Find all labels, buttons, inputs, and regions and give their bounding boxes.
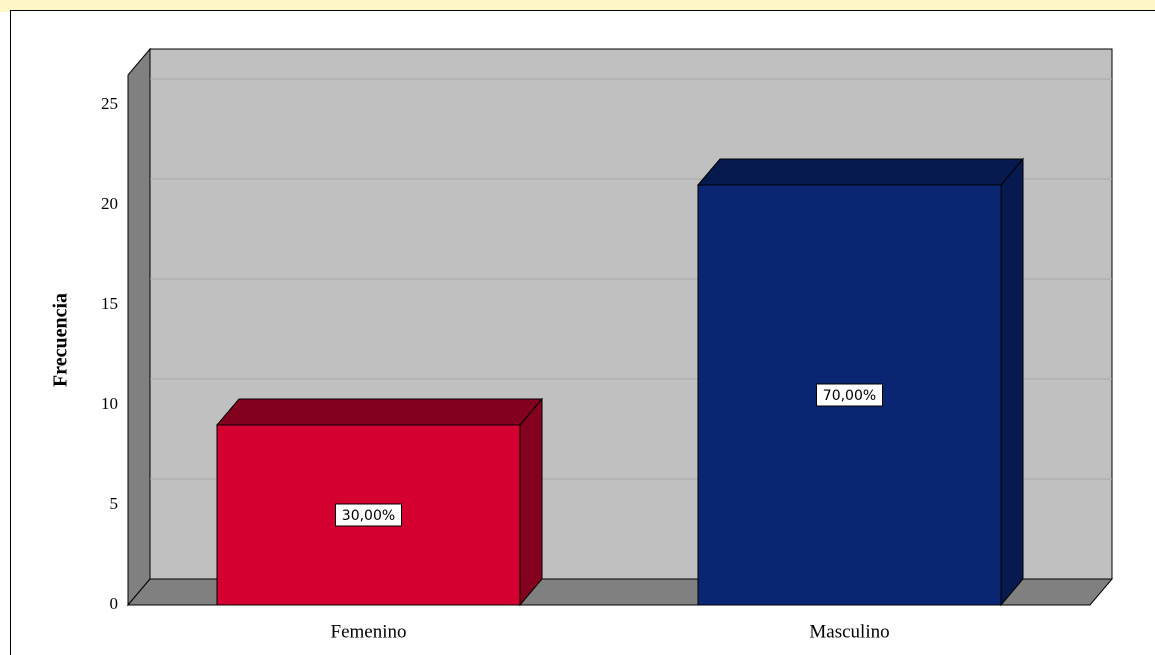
y-tick-label: 0 xyxy=(110,594,119,613)
y-axis-title: Frecuencia xyxy=(50,293,72,387)
bar-label: 70,00% xyxy=(823,388,876,404)
bar-label-box xyxy=(335,503,402,527)
y-tick-label: 20 xyxy=(101,194,118,213)
y-tick-label: 10 xyxy=(101,394,118,413)
bar-side xyxy=(1000,157,1024,607)
side-wall xyxy=(127,47,151,607)
bar-side xyxy=(519,397,543,607)
bar-label: 30,00% xyxy=(342,508,395,524)
y-tick-label: 15 xyxy=(101,294,118,313)
x-tick-label: Femenino xyxy=(331,621,407,642)
bar-label-box xyxy=(816,383,883,407)
bar-top xyxy=(215,398,544,426)
bar-top xyxy=(696,158,1025,186)
top-strip xyxy=(0,0,1155,12)
x-tick-label: Masculino xyxy=(809,621,889,642)
y-tick-label: 25 xyxy=(101,94,118,113)
y-tick-label: 5 xyxy=(110,494,119,513)
